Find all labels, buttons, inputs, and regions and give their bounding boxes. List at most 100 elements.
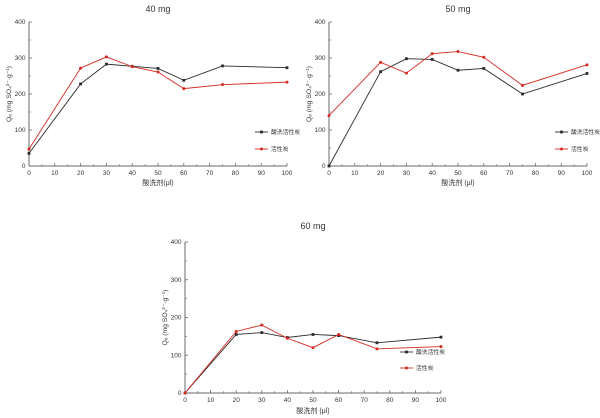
x-axis-ticks: 0 10 20 30 40 50 60 70 80 90 100	[183, 390, 447, 404]
y-axis-ticks: 0 100 200 300 400	[15, 19, 32, 170]
y-tick-label: 100	[171, 352, 182, 359]
data-point-marker	[482, 55, 486, 59]
data-point-marker	[521, 92, 524, 96]
line-chart: 0 10 20 30 40 50 60 70 80 90 100 0 100 200 300 400 酸洗剂 (…	[162, 221, 447, 415]
x-axis-ticks: 0 10 20 30 40 50 60 70 80 90 100	[27, 163, 293, 177]
x-axis-label: 酸洗剂 (μl)	[296, 406, 329, 415]
series-line	[184, 332, 442, 394]
x-tick-label: 100	[436, 397, 447, 404]
x-tick-label: 40	[429, 170, 437, 177]
legend-label: 活性炭	[271, 145, 289, 153]
x-tick-label: 50	[154, 170, 162, 177]
chart-50mg: 0 10 20 30 40 50 60 70 80 90 100 0 100 200 300 400 酸洗剂 (…	[300, 0, 600, 200]
series-red	[27, 55, 289, 151]
data-point-marker	[182, 78, 186, 82]
series-black	[27, 62, 289, 155]
data-point-marker	[521, 83, 524, 87]
x-tick-label: 10	[51, 170, 59, 177]
data-point-marker	[456, 68, 460, 72]
data-point-marker	[285, 80, 289, 84]
y-tick-label: 100	[15, 127, 26, 134]
y-tick-label: 300	[171, 277, 182, 284]
line-chart: 0 10 20 30 40 50 60 70 80 90 100 0 100 200 300 400 酸洗剂(μ…	[6, 4, 300, 187]
chart-60mg: 0 10 20 30 40 50 60 70 80 90 100 0 100 200 300 400 酸洗剂 (…	[150, 210, 470, 418]
series-red	[183, 323, 443, 395]
x-tick-label: 80	[386, 397, 394, 404]
data-point-marker	[311, 333, 315, 336]
data-point-marker	[375, 341, 379, 345]
data-point-marker	[183, 391, 187, 395]
x-tick-label: 10	[351, 170, 359, 177]
x-tick-label: 0	[183, 397, 187, 404]
y-axis-ticks: 0 100 200 300 400	[315, 19, 332, 170]
data-point-marker	[79, 66, 83, 70]
x-tick-label: 20	[377, 170, 385, 177]
data-point-marker	[585, 72, 589, 75]
x-tick-label: 20	[77, 170, 85, 177]
y-axis-label: Qₑ (mg SO₄²⁻·g⁻¹)	[6, 66, 13, 122]
chart-title: 50 mg	[445, 4, 470, 14]
legend-marker	[260, 130, 263, 134]
x-tick-label: 60	[180, 170, 188, 177]
series-line	[28, 63, 288, 154]
data-point-marker	[482, 67, 486, 70]
series-red	[327, 50, 589, 118]
data-point-marker	[379, 70, 382, 74]
legend-marker	[405, 350, 408, 354]
x-tick-label: 90	[412, 397, 420, 404]
x-tick-label: 70	[206, 170, 214, 177]
x-tick-label: 0	[27, 170, 31, 177]
data-point-marker	[182, 87, 186, 91]
x-tick-label: 30	[103, 170, 111, 177]
legend-label: 活性炭	[416, 364, 434, 372]
data-point-marker	[27, 152, 31, 155]
data-point-marker	[439, 345, 443, 349]
x-tick-label: 100	[582, 170, 593, 177]
x-tick-label: 30	[403, 170, 411, 177]
y-tick-label: 200	[171, 315, 182, 322]
y-tick-label: 200	[315, 91, 326, 98]
x-tick-label: 50	[454, 170, 462, 177]
x-tick-label: 0	[327, 170, 331, 177]
legend-label: 酸洗活性炭	[571, 128, 600, 136]
data-point-marker	[285, 336, 289, 340]
x-tick-label: 80	[232, 170, 240, 177]
x-tick-label: 40	[284, 397, 292, 404]
data-point-marker	[585, 63, 589, 67]
data-point-marker	[375, 347, 379, 351]
series-black	[327, 57, 589, 168]
y-tick-label: 400	[315, 19, 326, 26]
legend-marker	[560, 130, 563, 134]
series-line	[184, 324, 442, 394]
x-tick-label: 40	[129, 170, 137, 177]
data-point-marker	[221, 64, 224, 68]
x-tick-label: 70	[506, 170, 514, 177]
data-point-marker	[104, 55, 108, 59]
x-tick-label: 10	[207, 397, 215, 404]
data-point-marker	[405, 57, 408, 61]
x-axis-label: 酸洗剂(μl)	[142, 178, 173, 187]
x-tick-label: 30	[258, 397, 266, 404]
y-tick-label: 0	[178, 390, 182, 397]
y-axis-label: Qₑ (mg SO₄²⁻·g⁻¹)	[306, 66, 313, 122]
series-line	[328, 58, 588, 167]
x-axis-label: 酸洗剂 (μl)	[441, 178, 474, 187]
legend-marker	[560, 147, 563, 151]
axes	[184, 242, 441, 394]
axes	[28, 22, 287, 167]
data-point-marker	[456, 50, 460, 54]
data-point-marker	[79, 82, 82, 86]
x-tick-label: 90	[558, 170, 566, 177]
axes	[328, 22, 587, 167]
data-point-marker	[327, 114, 331, 118]
y-tick-label: 100	[315, 127, 326, 134]
legend-label: 活性炭	[571, 145, 589, 153]
y-axis-label: Qₑ (mg SO₄²⁻·g⁻¹)	[162, 290, 169, 346]
data-point-marker	[327, 164, 331, 168]
y-tick-label: 0	[22, 163, 26, 170]
x-tick-label: 80	[532, 170, 540, 177]
x-axis-ticks: 0 10 20 30 40 50 60 70 80 90 100	[327, 163, 593, 177]
y-tick-label: 200	[15, 91, 26, 98]
data-point-marker	[285, 66, 289, 70]
